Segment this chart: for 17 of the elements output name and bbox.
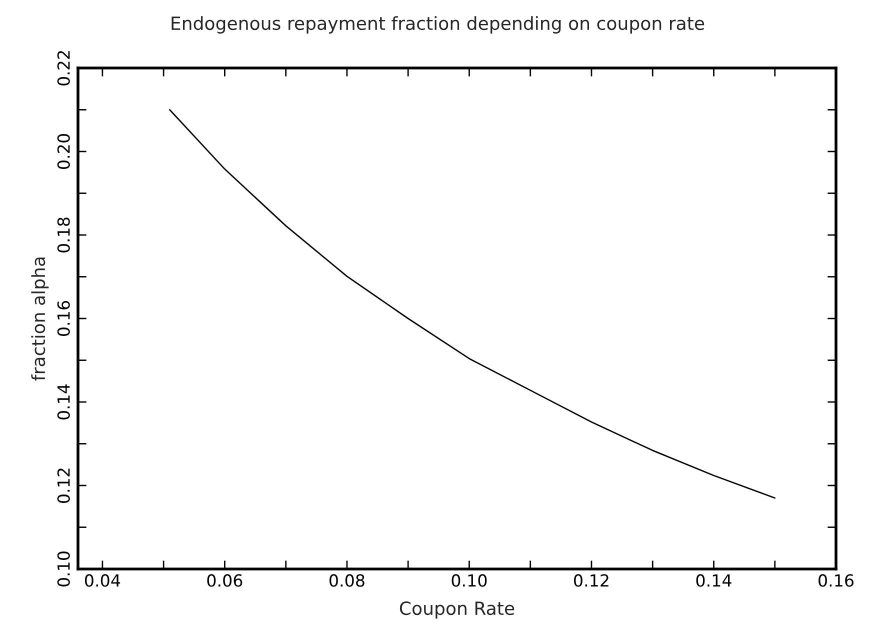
y-tick-label: 0.14 xyxy=(57,384,70,420)
x-tick-label: 0.08 xyxy=(330,574,364,587)
x-tick-label: 0.14 xyxy=(696,574,732,587)
y-tick-label: 0.22 xyxy=(57,51,70,86)
y-tick-label: 0.20 xyxy=(57,134,70,169)
y-tick-label: 0.12 xyxy=(57,468,70,503)
x-tick-label: 0.04 xyxy=(84,574,120,587)
y-axis-title: fraction alpha xyxy=(31,258,49,381)
x-tick-label: 0.16 xyxy=(818,574,854,587)
y-tick-label: 0.18 xyxy=(57,218,70,252)
x-axis-title: Coupon Rate xyxy=(400,601,514,619)
chart-title: Endogenous repayment fraction depending on coupon rate xyxy=(172,16,704,34)
x-tick-label: 0.10 xyxy=(452,574,487,587)
y-tick-label: 0.16 xyxy=(57,300,70,336)
x-tick-label: 0.12 xyxy=(574,574,608,587)
x-tick-label: 0.06 xyxy=(207,574,242,587)
line-series xyxy=(169,109,776,499)
